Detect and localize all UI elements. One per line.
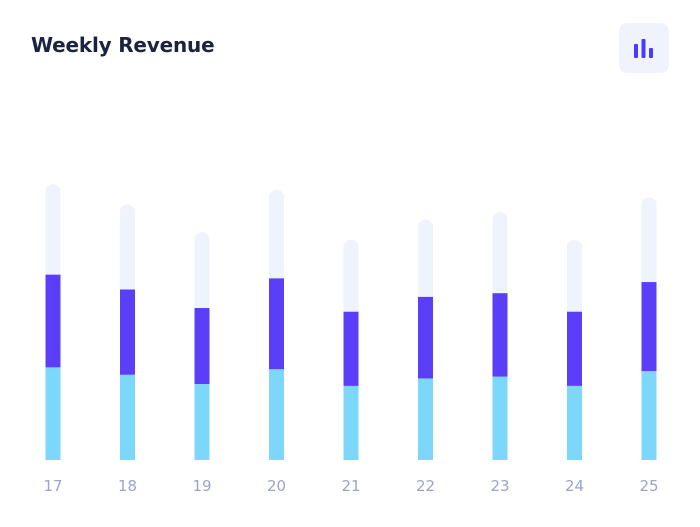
bar-segment-lower[interactable] (269, 369, 284, 460)
bar-segment-lower[interactable] (641, 371, 657, 460)
x-tick-label: 20 (267, 477, 286, 495)
bar-segment-upper[interactable] (343, 311, 359, 386)
x-tick-label: 24 (565, 477, 584, 495)
bar-segment-upper[interactable] (418, 296, 433, 379)
x-tick-label: 18 (118, 477, 137, 495)
x-tick-label: 23 (490, 477, 509, 495)
bar-segment-lower[interactable] (120, 374, 135, 460)
x-tick-label: 25 (639, 477, 658, 495)
x-tick-label: 22 (416, 477, 435, 495)
bar-segment-upper[interactable] (492, 293, 508, 377)
bar-chart-icon (634, 39, 653, 58)
bar-segment-upper[interactable] (641, 282, 657, 372)
card-title: Weekly Revenue (31, 33, 215, 57)
bar-segment-lower[interactable] (194, 384, 210, 460)
bar-segment-lower[interactable] (567, 385, 582, 460)
x-tick-label: 17 (43, 477, 62, 495)
bar-segment-upper[interactable] (269, 278, 284, 370)
bar-segment-lower[interactable] (492, 376, 508, 460)
bar-segment-lower[interactable] (418, 378, 433, 460)
bar-segment-upper[interactable] (194, 308, 210, 385)
bar-segment-upper[interactable] (120, 289, 135, 375)
bar-segment-upper[interactable] (567, 311, 582, 386)
bar-segment-upper[interactable] (45, 274, 61, 368)
x-tick-label: 21 (341, 477, 360, 495)
chart-type-button[interactable] (619, 23, 669, 73)
bar-segment-lower[interactable] (343, 385, 359, 460)
bar-segment-lower[interactable] (45, 367, 61, 460)
x-tick-label: 19 (192, 477, 211, 495)
